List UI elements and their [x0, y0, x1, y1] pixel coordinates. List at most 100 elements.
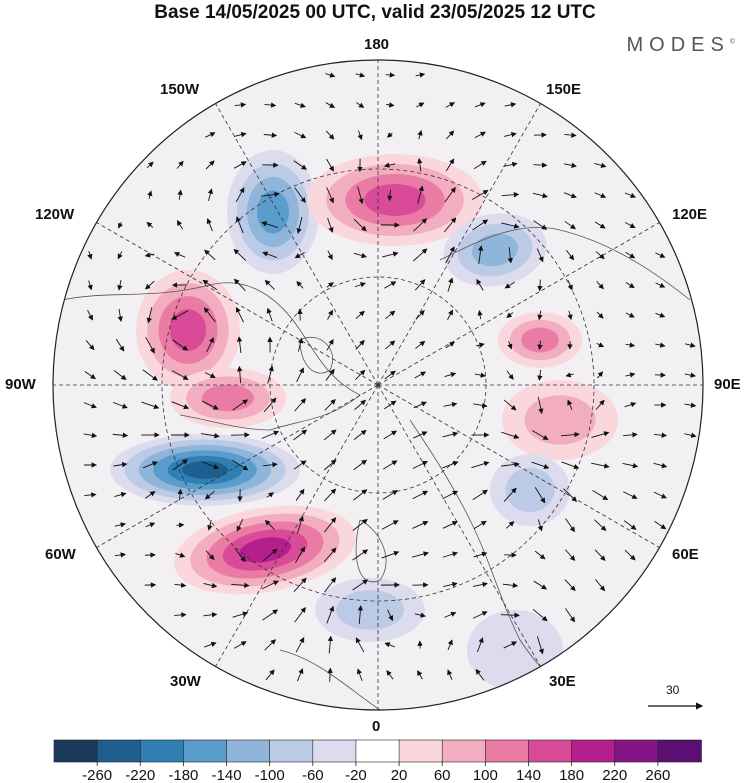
wind-arrow	[476, 278, 484, 291]
wind-arrow	[84, 492, 97, 498]
wind-arrow	[296, 367, 304, 383]
wind-arrow	[172, 459, 189, 471]
wind-arrow	[473, 402, 488, 409]
wind-arrow	[443, 581, 458, 588]
wind-arrow	[624, 222, 636, 228]
colorbar-swatch	[53, 739, 98, 763]
wind-arrow	[653, 462, 668, 469]
anomaly-east-siberia-low	[443, 213, 547, 287]
anomaly-urals-low	[490, 454, 570, 526]
wind-arrow	[146, 221, 154, 228]
wind-arrow	[264, 102, 277, 108]
wind-arrow	[475, 668, 485, 681]
wind-arrow	[204, 641, 217, 648]
lon-label-90e: 90E	[714, 376, 741, 393]
wind-arrow	[353, 489, 368, 501]
wind-arrow	[177, 488, 183, 501]
wind-arrow	[203, 582, 218, 589]
wind-arrow	[447, 309, 453, 320]
wind-arrow	[173, 252, 186, 258]
wind-arrow	[264, 279, 275, 290]
wind-arrow	[411, 551, 429, 558]
wind-arrow	[382, 490, 398, 500]
wind-arrow	[684, 432, 697, 438]
wind-arrow	[266, 307, 273, 322]
wind-arrow	[233, 161, 247, 169]
wind-arrow	[501, 461, 520, 468]
wind-arrow	[293, 429, 308, 441]
lon-label-150w: 150W	[160, 81, 200, 98]
wind-arrow	[595, 251, 605, 260]
wind-arrow	[472, 190, 489, 200]
wind-arrow	[205, 160, 215, 170]
wind-arrow	[442, 521, 458, 529]
wind-arrow	[205, 132, 216, 138]
wind-arrow	[533, 162, 548, 168]
wind-arrow	[387, 609, 394, 622]
wind-arrow	[536, 248, 544, 263]
wind-arrow	[386, 670, 394, 680]
wind-arrow	[594, 549, 606, 562]
lon-label-90w: 90W	[5, 376, 36, 393]
wind-arrow	[567, 399, 573, 410]
wind-arrow	[84, 370, 96, 380]
wind-arrow	[234, 548, 246, 563]
wind-arrow	[442, 431, 459, 438]
wind-arrow	[684, 372, 697, 378]
wind-arrow	[293, 577, 307, 593]
wind-arrow	[233, 248, 247, 261]
wind-arrow	[147, 190, 153, 199]
wind-arrow	[625, 372, 636, 378]
contour-band	[257, 190, 289, 234]
wind-arrow	[264, 519, 275, 530]
copyright-mark: ©	[729, 38, 735, 46]
wind-arrow	[385, 72, 396, 78]
wind-arrow	[263, 132, 278, 138]
wind-arrow	[294, 398, 307, 412]
wind-arrow	[172, 339, 189, 351]
wind-arrow	[447, 639, 453, 651]
colorbar-tick-label: 20	[391, 767, 408, 783]
latitude-circle	[161, 168, 595, 602]
wind-arrow	[384, 370, 396, 380]
wind-arrow	[266, 492, 274, 498]
wind-arrow	[355, 72, 366, 78]
wind-arrow	[262, 251, 278, 258]
wind-arrow	[352, 549, 369, 561]
wind-arrow	[594, 192, 607, 199]
wind-arrow	[537, 310, 543, 321]
colorbar-swatch	[571, 739, 616, 763]
wind-arrow	[507, 341, 513, 350]
wind-arrow	[503, 161, 518, 168]
wind-arrow	[383, 430, 398, 440]
wind-arrow	[207, 188, 213, 201]
wind-arrow	[654, 520, 667, 530]
wind-arrow	[324, 488, 337, 502]
wind-arrow	[684, 402, 697, 408]
wind-arrow	[386, 102, 395, 108]
wind-arrow	[294, 187, 306, 204]
contour-band	[169, 309, 207, 351]
wind-arrow	[202, 279, 218, 290]
modes-logo: MODES©	[626, 34, 735, 57]
wind-arrow	[325, 72, 336, 78]
wind-arrow	[205, 550, 215, 560]
wind-arrow	[387, 189, 393, 202]
wind-arrow	[414, 612, 427, 618]
wind-arrow	[505, 521, 515, 529]
wind-arrow	[352, 579, 369, 591]
wind-arrow	[474, 131, 486, 139]
wind-arrow	[415, 309, 425, 320]
wind-arrow	[264, 639, 277, 651]
wind-arrow	[536, 636, 544, 655]
wind-arrow	[325, 368, 335, 381]
wind-arrow	[473, 551, 488, 558]
wind-arrow	[567, 280, 573, 291]
wind-arrow	[447, 669, 453, 681]
wind-arrow	[563, 162, 577, 168]
wind-arrow	[171, 370, 189, 380]
colorbar-tick-label: 220	[602, 767, 627, 783]
wind-arrow	[357, 605, 364, 625]
wind-arrow	[501, 222, 520, 229]
wind-arrow	[85, 340, 95, 351]
